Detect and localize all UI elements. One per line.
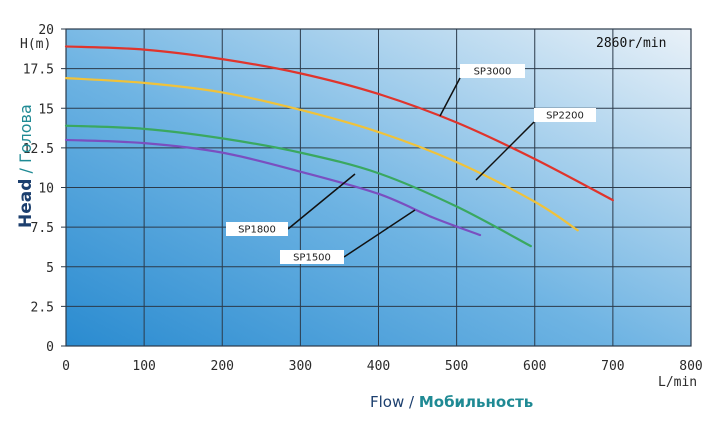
callout-line-sp3000 xyxy=(439,77,461,117)
callout-box-sp1500 xyxy=(280,250,344,264)
x-tick-label: 800 xyxy=(679,359,702,374)
callout-box-sp3000 xyxy=(460,64,525,78)
y-axis-title: Head / Голова xyxy=(16,104,36,228)
y-axis-title-ru: Голова xyxy=(16,104,35,164)
x-tick-label: 400 xyxy=(367,359,390,374)
series-label-sp1800: SP1800 xyxy=(238,225,276,236)
x-tick-label: 600 xyxy=(523,359,546,374)
x-tick-label: 100 xyxy=(132,359,155,374)
y-tick-label: 15 xyxy=(38,102,54,117)
x-axis-title-ru: Мобильность xyxy=(418,393,534,411)
y-tick-label: 5 xyxy=(46,261,54,276)
y-axis-title-sep: / xyxy=(16,163,35,179)
callout-line-sp2200 xyxy=(475,121,535,181)
x-axis-title-en: Flow xyxy=(370,393,405,411)
x-tick-label: 300 xyxy=(289,359,312,374)
y-tick-label: 12.5 xyxy=(23,142,54,157)
plot-border xyxy=(65,28,692,347)
series-label-sp1500: SP1500 xyxy=(293,253,331,264)
series-line-sp1800 xyxy=(64,124,532,248)
speed-label: 2860r/min xyxy=(596,36,666,51)
y-tick-label: 20 xyxy=(38,23,54,38)
series-line-sp1500 xyxy=(64,138,482,237)
x-tick-label: 200 xyxy=(211,359,234,374)
x-axis-title: Flow / Мобильность xyxy=(370,393,533,411)
series-line-sp2200 xyxy=(64,77,579,232)
series-label-sp2200: SP2200 xyxy=(546,111,584,122)
y-unit-label: H(m) xyxy=(20,37,51,52)
x-axis-title-sep: / xyxy=(404,393,419,411)
series-label-sp3000: SP3000 xyxy=(474,67,512,78)
callout-box-sp1800 xyxy=(226,222,288,236)
callout-box-sp2200 xyxy=(534,108,596,122)
x-unit-label: L/min xyxy=(658,375,697,390)
y-tick-label: 17.5 xyxy=(23,63,54,78)
x-tick-label: 0 xyxy=(62,359,70,374)
x-tick-label: 500 xyxy=(445,359,468,374)
y-tick-label: 2.5 xyxy=(31,300,54,315)
callout-line-sp1800 xyxy=(287,173,356,230)
y-tick-label: 0 xyxy=(46,340,54,355)
y-tick-label: 7.5 xyxy=(31,221,54,236)
series-line-sp3000 xyxy=(64,45,614,202)
x-tick-label: 700 xyxy=(601,359,624,374)
y-tick-label: 10 xyxy=(38,182,54,197)
y-axis-title-en: Head xyxy=(16,178,36,228)
callout-line-sp1500 xyxy=(343,209,416,258)
